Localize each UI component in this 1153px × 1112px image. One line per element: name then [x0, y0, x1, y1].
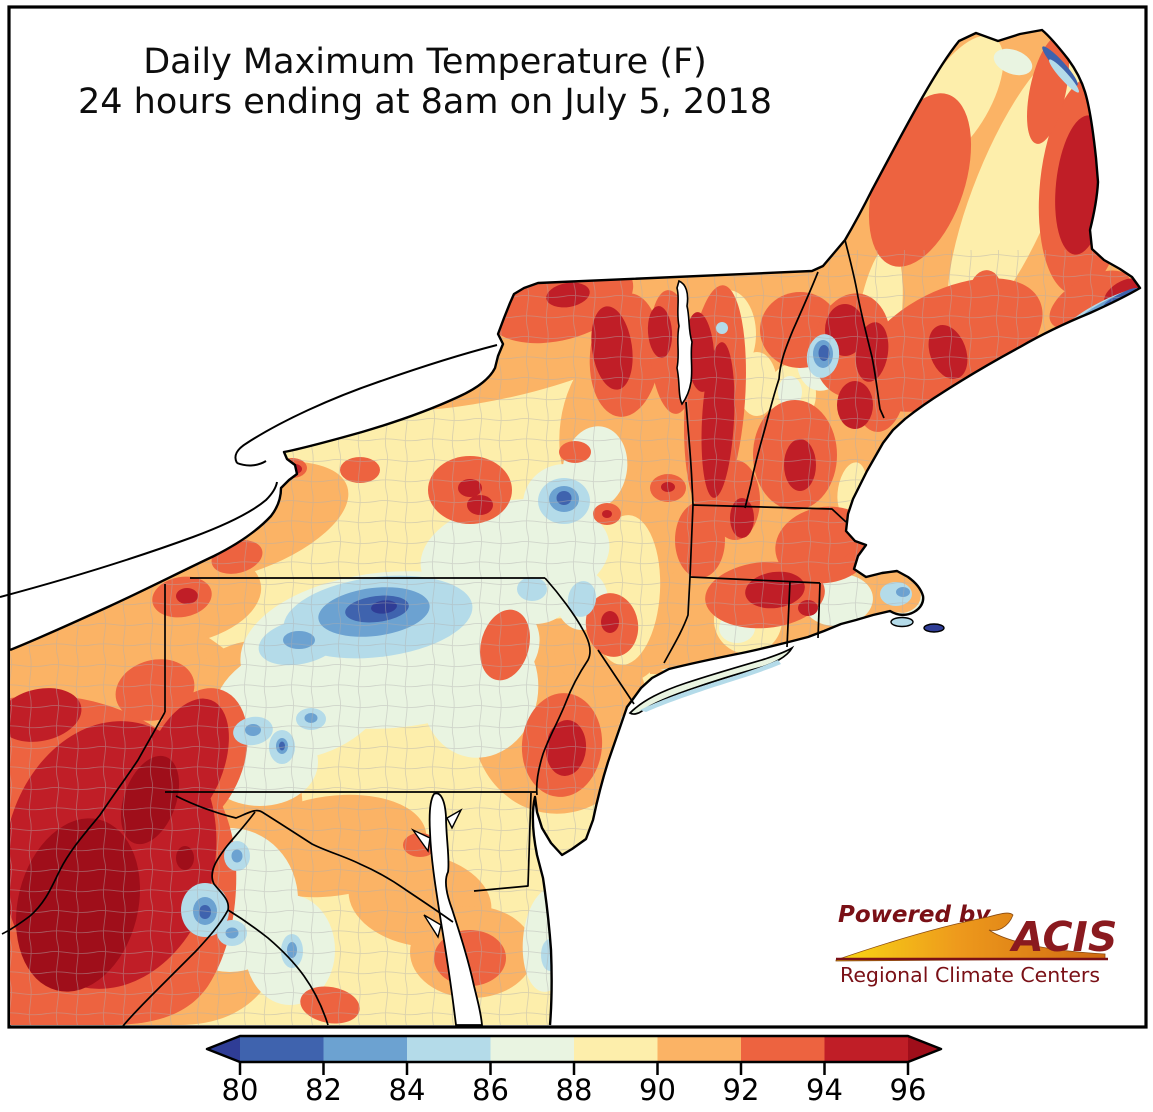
marthas-vineyard — [890, 616, 914, 628]
colorbar-under-arrow — [207, 1036, 240, 1062]
colorbar-segment — [490, 1036, 574, 1062]
colorbar-segment — [824, 1036, 908, 1062]
lake-ontario-north-shore — [234, 344, 498, 467]
lakes — [0, 279, 945, 1026]
temperature-map — [0, 28, 1142, 1027]
map-title: Daily Maximum Temperature (F) 24 hours e… — [78, 42, 772, 122]
state-borders — [1, 239, 885, 1027]
chesapeake-branches — [410, 808, 463, 939]
colorbar-tick-label: 94 — [806, 1073, 843, 1107]
coastline — [9, 28, 1142, 1026]
colorbar-tick-label: 86 — [472, 1073, 509, 1107]
acis-text: ACIS — [1009, 913, 1117, 961]
acis-swoosh — [835, 912, 1106, 962]
map-title-line2: 24 hours ending at 8am on July 5, 2018 — [78, 82, 772, 122]
colorbar-segment — [657, 1036, 741, 1062]
colorbar-tick-label: 80 — [222, 1073, 259, 1107]
colorbar-segment — [240, 1036, 324, 1062]
colorbar-tick-label: 90 — [639, 1073, 676, 1107]
colorbar-tick-label: 88 — [556, 1073, 593, 1107]
map-title-line1: Daily Maximum Temperature (F) — [143, 42, 707, 82]
lake-erie-north-shore — [0, 481, 278, 598]
colorbar-segment — [323, 1036, 407, 1062]
colorbar-tick-label: 96 — [890, 1073, 927, 1107]
contour-fills — [10, 30, 1140, 1025]
regional-climate-centers-text: Regional Climate Centers — [840, 963, 1100, 987]
chesapeake-bay — [428, 792, 483, 1026]
acis-logo: Powered by ACIS Regional Climate Centers — [835, 902, 1117, 987]
colorbar-tick-label: 92 — [723, 1073, 760, 1107]
colorbar-tick-label: 84 — [389, 1073, 426, 1107]
colorbar-over-arrow — [908, 1036, 941, 1062]
nantucket — [923, 623, 945, 633]
map-frame — [7, 5, 1148, 1029]
lake-champlain — [676, 279, 693, 406]
colorbar-segment — [574, 1036, 658, 1062]
colorbar-tick-label: 82 — [305, 1073, 342, 1107]
long-island-south-shore — [640, 660, 781, 712]
colorbar-segment — [741, 1036, 825, 1062]
colorbar-segment — [407, 1036, 491, 1062]
colorbar: 80 82 84 86 88 90 92 94 96 — [205, 1034, 943, 1107]
